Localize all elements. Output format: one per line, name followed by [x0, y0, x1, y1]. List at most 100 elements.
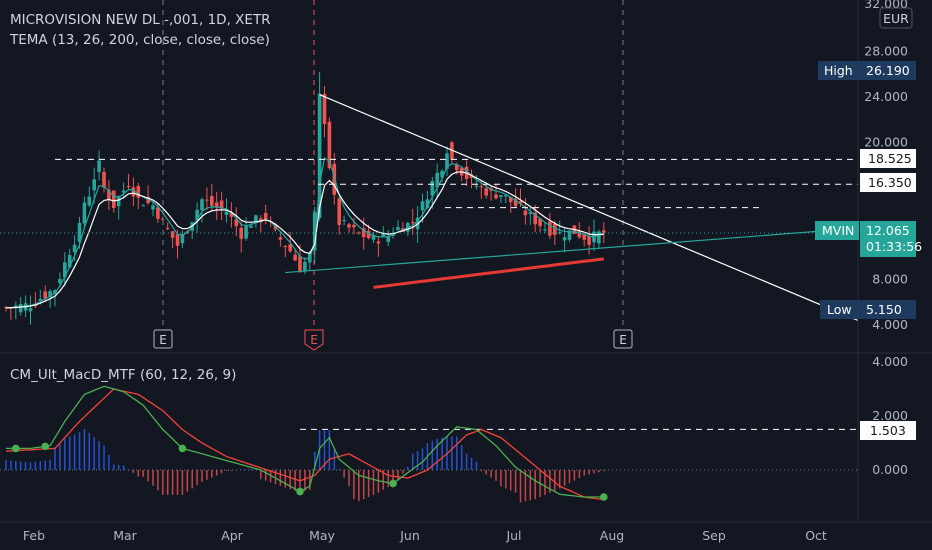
y-tick-28.000: 28.000	[864, 43, 908, 58]
candle-body	[523, 210, 528, 216]
candle-body	[322, 93, 327, 124]
ticker-symbol: MVIN	[822, 223, 854, 238]
candle-body	[278, 237, 283, 240]
candle-body	[396, 227, 400, 230]
candle-body	[303, 261, 307, 272]
candle-body	[538, 218, 542, 227]
candle-body	[219, 200, 224, 209]
x-tick-feb: Feb	[23, 528, 45, 543]
macd-line	[6, 385, 604, 498]
candle-body	[352, 224, 356, 228]
candle-body	[102, 171, 106, 188]
candle-body	[156, 207, 160, 219]
candle-body	[484, 188, 488, 196]
x-tick-apr: Apr	[221, 528, 243, 543]
macd-level-value: 1.503	[870, 423, 906, 438]
candle-body	[494, 194, 498, 199]
x-tick-jun: Jun	[399, 528, 420, 543]
candle-body	[165, 228, 170, 230]
candle-body	[136, 185, 141, 198]
candle-body	[131, 187, 136, 197]
low-badge-label: Low	[827, 302, 852, 317]
earnings-marker-1[interactable]: E	[153, 329, 173, 349]
candle-body	[533, 212, 537, 225]
earnings-marker-3-label: E	[619, 333, 627, 347]
candle-body	[499, 195, 503, 197]
candle-body	[43, 291, 47, 299]
candle-body	[582, 234, 586, 240]
candle-body	[332, 163, 337, 195]
candle-body	[141, 205, 145, 207]
candle-body	[371, 235, 376, 240]
currency-button[interactable]: EUR	[879, 7, 913, 29]
high-badge: High 26.190	[818, 61, 916, 80]
macd-y-tick-2.000: 2.000	[872, 408, 908, 423]
candle-body	[67, 255, 72, 268]
symbol-title: MICROVISION NEW DL -,001, 1D, XETR	[10, 12, 271, 28]
candle-body	[513, 198, 518, 207]
earnings-marker-1-label: E	[159, 333, 167, 347]
x-tick-aug: Aug	[600, 528, 624, 543]
candle-body	[528, 212, 533, 215]
candle-body	[244, 226, 248, 239]
candle-body	[577, 230, 582, 238]
macd-y-tick-0.000: 0.000	[872, 462, 908, 477]
candle-body	[107, 189, 111, 200]
candle-body	[161, 218, 165, 220]
candle-body	[347, 224, 351, 228]
candle-body	[33, 305, 38, 307]
candle-body	[435, 172, 439, 188]
candle-body	[602, 230, 606, 233]
candle-body	[58, 278, 62, 284]
candle-body	[28, 308, 33, 312]
currency-label: EUR	[883, 11, 909, 26]
candle-body	[361, 228, 366, 238]
tema-slow-line	[5, 171, 604, 309]
candle-body	[82, 202, 87, 224]
candle-body	[518, 201, 523, 204]
macd-y-tick-4.000: 4.000	[872, 354, 908, 369]
signal-line	[5, 388, 604, 501]
earnings-marker-2-label: E	[310, 333, 318, 347]
candle-body	[312, 212, 317, 251]
x-tick-oct: Oct	[805, 528, 827, 543]
earnings-marker-3[interactable]: E	[613, 329, 633, 349]
x-tick-mar: Mar	[113, 528, 137, 543]
candle-body	[170, 231, 175, 238]
candle-body	[420, 201, 425, 211]
level-2-value: 16.350	[868, 175, 912, 190]
candle-body	[597, 231, 601, 244]
macd-level-badge: 1.503	[860, 421, 916, 440]
candle-body	[317, 93, 322, 218]
candle-body	[425, 199, 430, 208]
candle-body	[430, 181, 435, 196]
level-1-badge: 18.525	[860, 149, 916, 168]
candle-body	[479, 186, 484, 188]
macd-cross-dot	[41, 442, 49, 451]
tema-fast-line	[5, 157, 604, 309]
candle-body	[200, 199, 204, 211]
candle-body	[366, 230, 371, 239]
candle-body	[195, 209, 199, 221]
candles-layer	[4, 72, 606, 325]
earnings-marker-2[interactable]: E	[304, 329, 324, 351]
candle-body	[445, 153, 449, 169]
candle-body	[386, 236, 390, 242]
tema-long-line	[373, 257, 604, 289]
macd-cross-dot	[389, 479, 397, 488]
candle-body	[557, 232, 562, 234]
candle-body	[293, 254, 297, 261]
candle-body	[48, 291, 52, 298]
candle-body	[327, 121, 332, 168]
x-tick-sep: Sep	[702, 528, 726, 543]
low-badge-value: 5.150	[866, 302, 902, 317]
candle-body	[249, 225, 253, 228]
candle-body	[474, 185, 479, 187]
candle-body	[548, 221, 552, 236]
y-tick-20.000: 20.000	[864, 135, 908, 150]
candle-body	[357, 232, 361, 234]
candle-body	[440, 170, 444, 178]
ticker-badge: MVIN 12.065 01:33:56	[815, 221, 922, 257]
candle-body	[587, 235, 591, 245]
